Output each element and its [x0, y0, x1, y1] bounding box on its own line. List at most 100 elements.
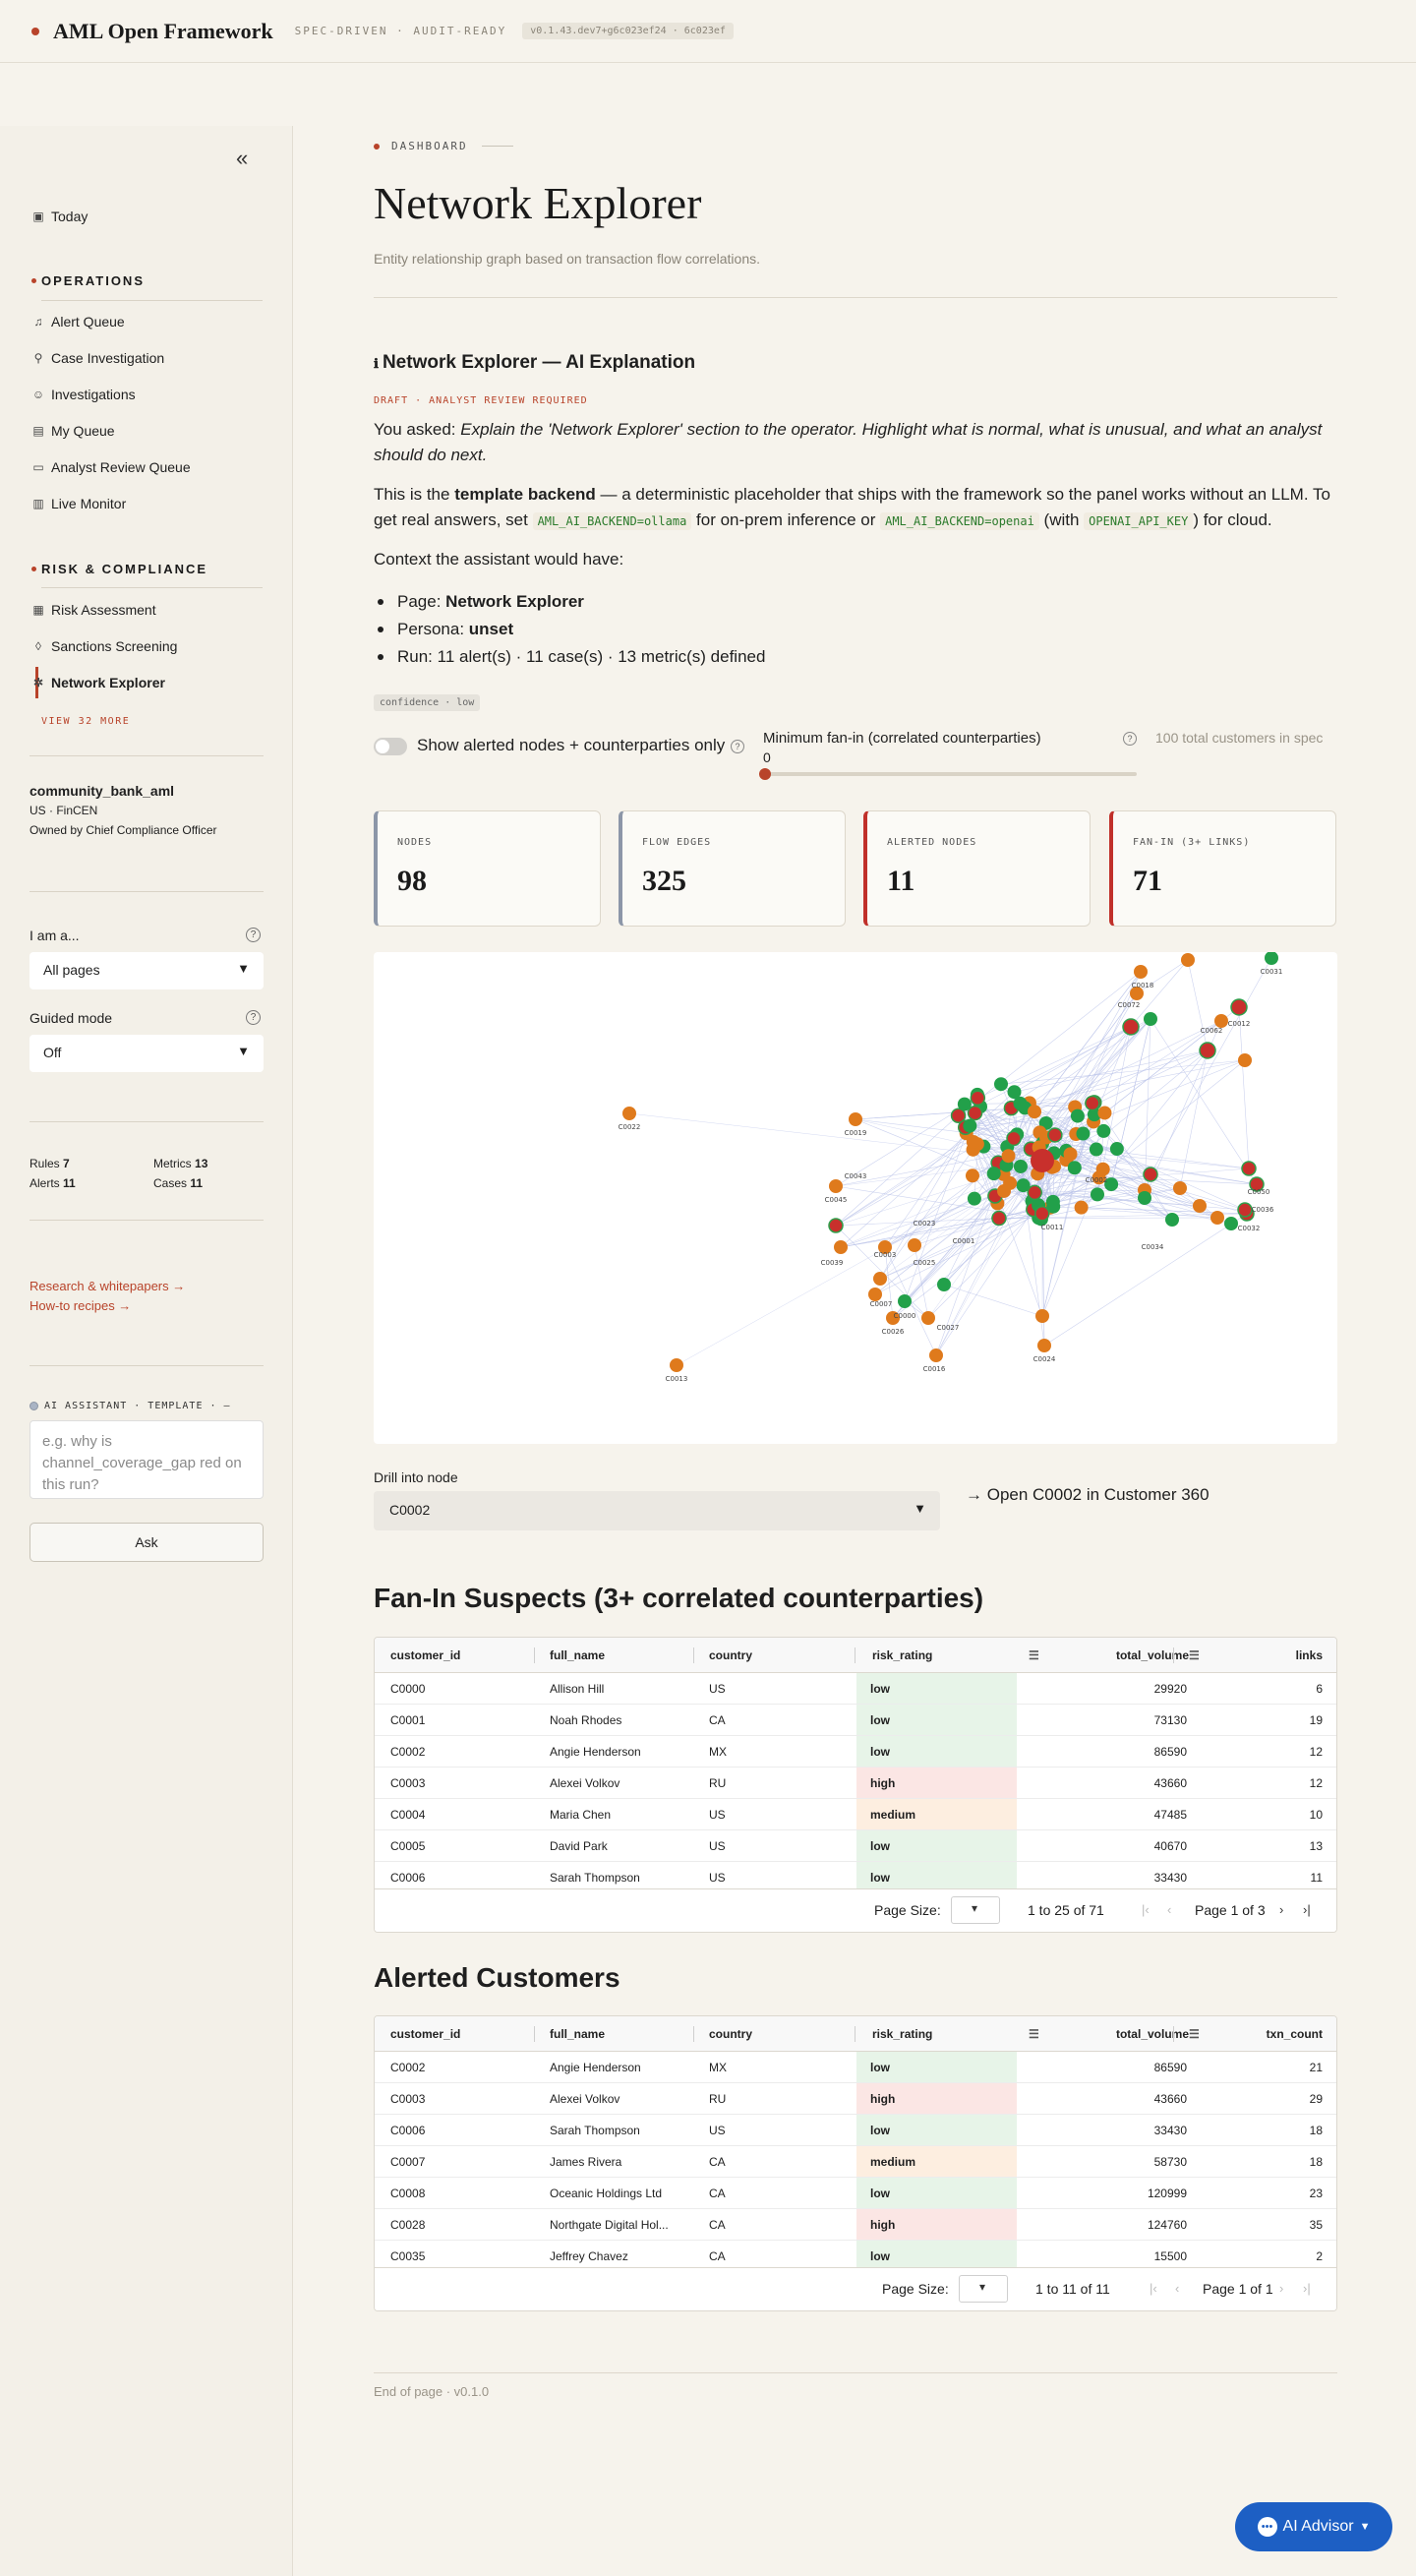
graph-node[interactable]: [908, 1238, 921, 1252]
graph-node[interactable]: [1143, 1167, 1158, 1182]
table-row[interactable]: C0005 David Park US low 40670 13: [375, 1830, 1336, 1862]
column-header[interactable]: total_volume: [1115, 1648, 1189, 1662]
graph-node[interactable]: [937, 1278, 951, 1291]
page-size-select[interactable]: [959, 2275, 1008, 2303]
column-header[interactable]: full_name: [550, 1648, 606, 1662]
graph-node[interactable]: [1074, 1200, 1089, 1215]
graph-node[interactable]: [886, 1311, 900, 1325]
graph-node[interactable]: [966, 1135, 980, 1150]
fanin-slider-track[interactable]: [763, 772, 1137, 776]
graph-node[interactable]: [1165, 1213, 1179, 1227]
last-page-icon[interactable]: ›|: [1303, 2281, 1311, 2296]
graph-node[interactable]: [1173, 1181, 1187, 1195]
drill-node-select[interactable]: C0002 ▼: [374, 1491, 940, 1530]
help-icon[interactable]: ?: [731, 740, 744, 753]
graph-node[interactable]: [1063, 1147, 1078, 1162]
network-graph-svg[interactable]: C0031 C0018 C0072 C0012 C0062 C0022 C0019 C0013…: [374, 952, 1337, 1444]
prev-page-icon[interactable]: ‹: [1167, 1902, 1172, 1917]
last-page-icon[interactable]: ›|: [1303, 1902, 1311, 1917]
graph-node[interactable]: [1214, 1014, 1228, 1028]
open-customer-360-link[interactable]: → Open C0002 in Customer 360: [966, 1485, 1210, 1504]
graph-node[interactable]: [957, 1097, 972, 1111]
view-more-link[interactable]: VIEW 32 MORE: [41, 716, 131, 727]
page-size-select[interactable]: [951, 1896, 1000, 1924]
brand-title[interactable]: AML Open Framework: [53, 18, 273, 43]
graph-node[interactable]: [878, 1240, 892, 1254]
graph-node[interactable]: [1130, 987, 1144, 1000]
graph-node[interactable]: [834, 1240, 848, 1254]
graph-node[interactable]: [1047, 1127, 1063, 1143]
table-row[interactable]: C0007 James Rivera CA medium 58730 18: [375, 2146, 1336, 2178]
graph-node[interactable]: [868, 1288, 882, 1301]
graph-node[interactable]: [849, 1112, 862, 1126]
graph-node[interactable]: [1238, 1053, 1252, 1067]
graph-node[interactable]: [1006, 1130, 1022, 1147]
filter-icon[interactable]: ☰: [1029, 1648, 1039, 1662]
column-header[interactable]: customer_id: [390, 1648, 461, 1662]
graph-node[interactable]: [1096, 1123, 1111, 1138]
graph-node[interactable]: [1090, 1187, 1104, 1202]
graph-node[interactable]: [1097, 1106, 1112, 1120]
column-header[interactable]: total_volume: [1115, 2027, 1189, 2041]
graph-node[interactable]: [1134, 965, 1148, 979]
alerted-only-toggle[interactable]: [374, 738, 407, 755]
table-row[interactable]: C0003 Alexei Volkov RU high 43660 12: [375, 1767, 1336, 1799]
graph-node[interactable]: [963, 1118, 977, 1133]
filter-icon[interactable]: ☰: [1189, 2027, 1200, 2041]
graph-node[interactable]: [1007, 1085, 1022, 1100]
graph-node[interactable]: [950, 1108, 967, 1123]
graph-node[interactable]: [1028, 1105, 1042, 1119]
recipes-link[interactable]: How-to recipes →: [30, 1298, 132, 1313]
graph-node[interactable]: [1249, 1176, 1265, 1192]
fanin-slider-handle[interactable]: [759, 768, 771, 780]
graph-node[interactable]: [1087, 1108, 1101, 1122]
sidebar-item-live-monitor[interactable]: ▥ Live Monitor: [32, 496, 126, 511]
graph-node[interactable]: [1076, 1126, 1091, 1141]
graph-node[interactable]: [1085, 1095, 1100, 1111]
column-header[interactable]: txn_count: [1266, 2027, 1323, 2041]
graph-node[interactable]: [1138, 1191, 1151, 1205]
table-row[interactable]: C0000 Allison Hill US low 29920 6: [375, 1673, 1336, 1705]
graph-node[interactable]: [1230, 998, 1248, 1016]
graph-node[interactable]: [1067, 1161, 1082, 1175]
graph-node[interactable]: [1122, 1018, 1140, 1036]
sidebar-item-my-queue[interactable]: ▤ My Queue: [32, 423, 114, 439]
graph-node[interactable]: [1104, 1177, 1119, 1192]
filter-icon[interactable]: ☰: [1029, 2027, 1039, 2041]
graph-node[interactable]: [1237, 1202, 1253, 1218]
ask-button[interactable]: Ask: [30, 1523, 264, 1562]
graph-node[interactable]: [622, 1107, 636, 1120]
graph-node[interactable]: [828, 1218, 844, 1233]
persona-select[interactable]: All pages ▼: [30, 952, 264, 989]
next-page-icon[interactable]: ›: [1279, 2281, 1284, 2296]
table-row[interactable]: C0006 Sarah Thompson US low 33430 18: [375, 2115, 1336, 2146]
column-header[interactable]: country: [709, 2027, 753, 2041]
graph-node[interactable]: [991, 1210, 1007, 1227]
graph-node[interactable]: [829, 1179, 843, 1193]
guided-mode-select[interactable]: Off ▼: [30, 1035, 264, 1072]
graph-node[interactable]: [1241, 1161, 1257, 1176]
graph-node[interactable]: [1224, 1217, 1238, 1230]
collapse-sidebar-icon[interactable]: «: [236, 146, 249, 170]
graph-node[interactable]: [670, 1358, 683, 1372]
graph-node[interactable]: [1037, 1339, 1051, 1352]
graph-node[interactable]: [967, 1191, 981, 1206]
graph-node[interactable]: [1210, 1211, 1224, 1225]
table-row[interactable]: C0002 Angie Henderson MX low 86590 12: [375, 1736, 1336, 1767]
graph-node[interactable]: [1035, 1309, 1049, 1323]
table-row[interactable]: C0028 Northgate Digital Hol... CA high 12476…: [375, 2209, 1336, 2241]
graph-node[interactable]: [1109, 1142, 1124, 1157]
column-header[interactable]: risk_rating: [872, 2027, 933, 2041]
ai-advisor-button[interactable]: ••• AI Advisor ▼: [1235, 2502, 1392, 2551]
filter-icon[interactable]: ☰: [1189, 1648, 1200, 1662]
table-row[interactable]: C0004 Maria Chen US medium 47485 10: [375, 1799, 1336, 1830]
graph-node[interactable]: [1199, 1042, 1216, 1059]
column-header[interactable]: customer_id: [390, 2027, 461, 2041]
table-row[interactable]: C0003 Alexei Volkov RU high 43660 29: [375, 2083, 1336, 2115]
graph-node[interactable]: [921, 1311, 935, 1325]
sidebar-item-alert-queue[interactable]: ♫ Alert Queue: [34, 314, 125, 329]
graph-node[interactable]: [1034, 1206, 1050, 1222]
table-row[interactable]: C0002 Angie Henderson MX low 86590 21: [375, 2052, 1336, 2083]
sidebar-item-risk-assessment[interactable]: ▦ Risk Assessment: [32, 602, 155, 618]
help-icon[interactable]: ?: [246, 928, 261, 942]
